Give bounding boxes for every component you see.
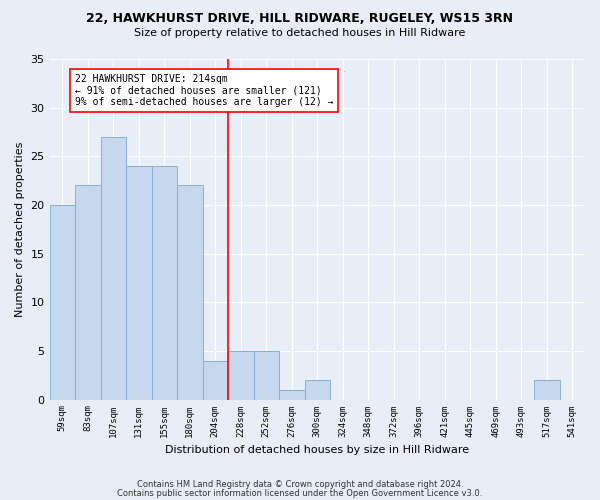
- Bar: [228, 351, 254, 400]
- Y-axis label: Number of detached properties: Number of detached properties: [15, 142, 25, 317]
- Bar: [126, 166, 152, 400]
- Bar: [152, 166, 177, 400]
- X-axis label: Distribution of detached houses by size in Hill Ridware: Distribution of detached houses by size …: [165, 445, 469, 455]
- Text: 22 HAWKHURST DRIVE: 214sqm
← 91% of detached houses are smaller (121)
9% of semi: 22 HAWKHURST DRIVE: 214sqm ← 91% of deta…: [75, 74, 334, 107]
- Text: Contains public sector information licensed under the Open Government Licence v3: Contains public sector information licen…: [118, 489, 482, 498]
- Text: Contains HM Land Registry data © Crown copyright and database right 2024.: Contains HM Land Registry data © Crown c…: [137, 480, 463, 489]
- Text: Size of property relative to detached houses in Hill Ridware: Size of property relative to detached ho…: [134, 28, 466, 38]
- Text: 22, HAWKHURST DRIVE, HILL RIDWARE, RUGELEY, WS15 3RN: 22, HAWKHURST DRIVE, HILL RIDWARE, RUGEL…: [86, 12, 514, 26]
- Bar: [279, 390, 305, 400]
- Bar: [203, 360, 228, 400]
- Bar: [50, 205, 75, 400]
- Bar: [534, 380, 560, 400]
- Bar: [177, 186, 203, 400]
- Bar: [75, 186, 101, 400]
- Bar: [254, 351, 279, 400]
- Bar: [101, 137, 126, 400]
- Bar: [305, 380, 330, 400]
